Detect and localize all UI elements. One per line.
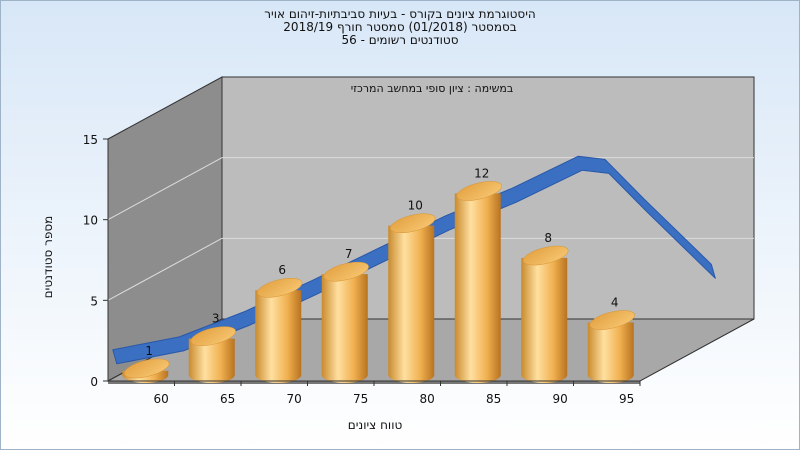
bar-body [521, 257, 568, 383]
x-tick-label: 95 [619, 392, 634, 406]
bar-cap [523, 245, 569, 266]
bar: 1 [122, 344, 170, 383]
x-tick-label: 70 [287, 392, 302, 406]
bar: 8 [521, 231, 569, 383]
x-tick-label: 75 [353, 392, 368, 406]
bar-value-label: 7 [345, 247, 353, 261]
bar-value-label: 10 [408, 199, 423, 213]
bar-body [388, 225, 435, 383]
bar-value-label: 3 [212, 312, 220, 326]
bar: 12 [454, 166, 502, 383]
title-line-1: היסטוגרמת ציונים בקורס - בעיות סביבתיות-… [264, 7, 536, 21]
bar-body [454, 193, 501, 383]
bar-value-label: 6 [278, 263, 286, 277]
x-axis-label: טווח ציונים [347, 418, 403, 432]
y-tick-label: 0 [90, 375, 98, 389]
bar-value-label: 4 [611, 295, 619, 309]
bar: 3 [188, 312, 236, 383]
x-tick-label: 60 [154, 392, 169, 406]
gridline-left [107, 237, 223, 301]
y-axis-label: מספר סטודנטים [41, 215, 55, 299]
bar: 4 [587, 295, 635, 383]
x-tick-label: 80 [420, 392, 435, 406]
x-tick-label: 90 [553, 392, 568, 406]
y-tick-label: 15 [83, 133, 98, 147]
bar-cap [456, 181, 502, 201]
x-tick-label: 85 [486, 392, 501, 406]
bar-body [587, 322, 634, 383]
bar-cap [323, 261, 369, 282]
bar-body [321, 274, 368, 383]
chart-subtitle: במשימה : ציון סופי במחשב המרכזי [351, 82, 514, 95]
y-tick-label: 10 [83, 214, 98, 228]
bar-cap [190, 326, 236, 346]
y-tick-label: 5 [90, 294, 98, 308]
chart-title: היסטוגרמת ציונים בקורס - בעיות סביבתיות-… [0, 8, 800, 47]
bar-cap [257, 277, 303, 298]
bar-cap [390, 213, 436, 234]
bar: 6 [255, 263, 303, 383]
bar: 7 [321, 247, 369, 383]
bar-value-label: 1 [145, 344, 153, 358]
bar-body [255, 290, 302, 383]
bar-value-label: 8 [544, 231, 552, 245]
title-line-2: בסמסטר (01/2018) סמסטר חורף 2018/19 [283, 20, 517, 34]
title-line-3: סטודנטים רשומים - 56 [341, 33, 459, 47]
bar: 10 [388, 199, 436, 383]
bar-cap [589, 310, 635, 330]
bar-cap [124, 358, 170, 379]
bar-value-label: 12 [474, 166, 489, 180]
gridline-left [107, 157, 223, 221]
bar-body [188, 338, 235, 383]
x-tick-label: 65 [220, 392, 235, 406]
